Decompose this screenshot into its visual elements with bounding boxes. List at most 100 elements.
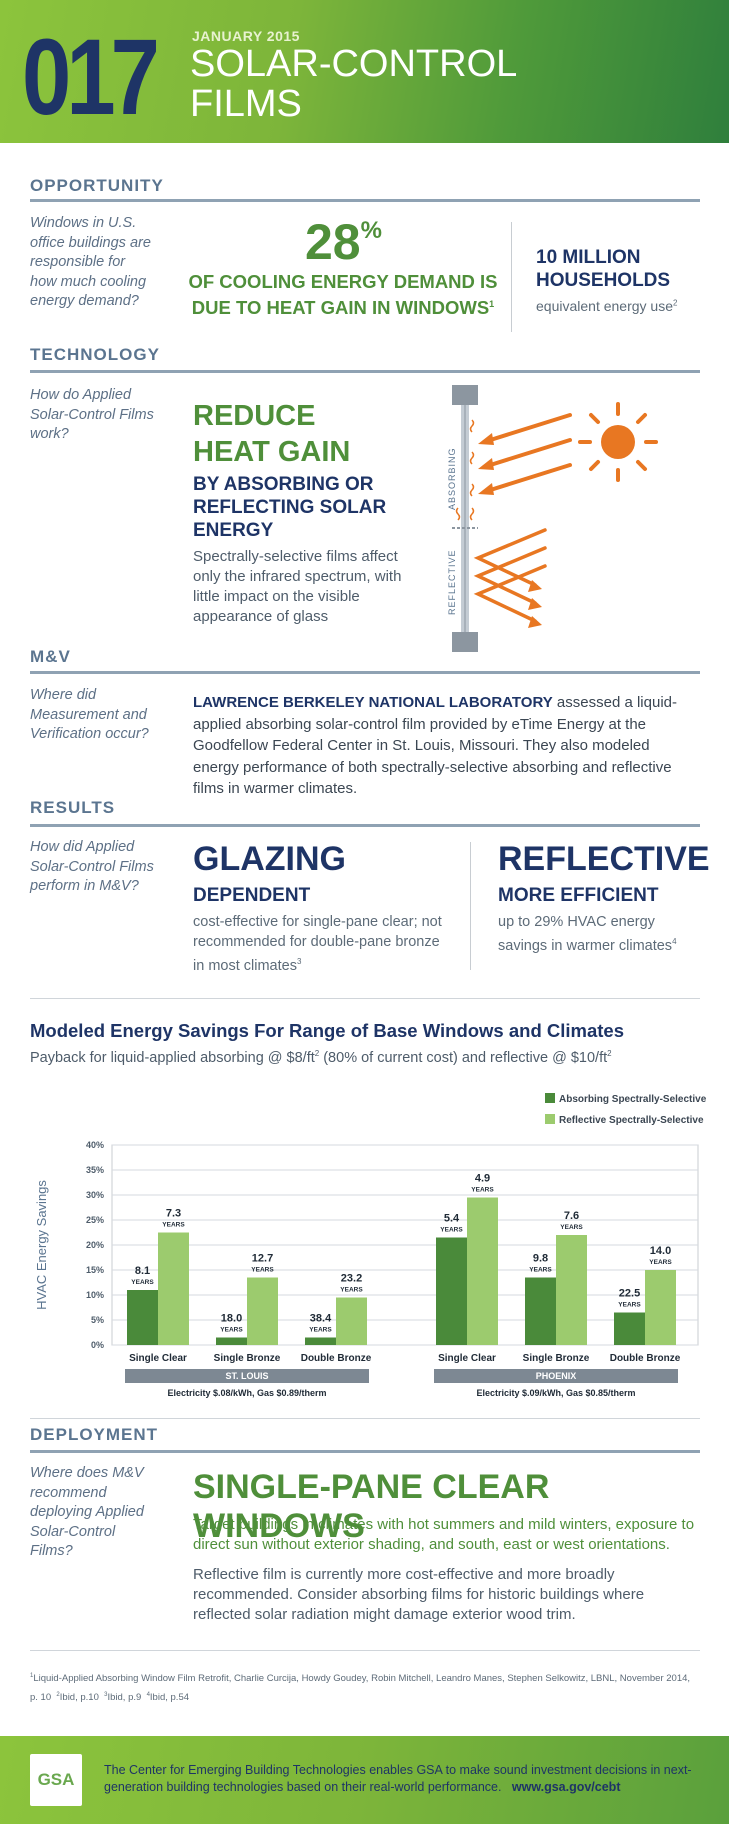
- x-tick-label: Double Bronze: [301, 1353, 372, 1364]
- glazing-heading: GLAZING: [193, 840, 346, 878]
- reflective-label: REFLECTIVE: [447, 549, 457, 615]
- footer-text: The Center for Emerging Building Technol…: [104, 1763, 692, 1794]
- data-label-absorbing: 22.5: [619, 1288, 640, 1300]
- film-diagram: ABSORBING REFLECTIVE: [447, 385, 658, 652]
- data-label-years: YEARS: [649, 1259, 672, 1266]
- x-tick-label: Single Bronze: [523, 1353, 590, 1364]
- footnotes: 1Liquid-Applied Absorbing Window Film Re…: [30, 1673, 691, 1704]
- absorbing-label: ABSORBING: [447, 447, 457, 510]
- section-title-results: RESULTS: [30, 798, 116, 817]
- data-label-years: YEARS: [162, 1222, 185, 1229]
- heat-squiggles: [455, 419, 475, 521]
- deployment-green-text: Target buildings in climates with hot su…: [193, 1516, 695, 1553]
- section-rule: [30, 370, 700, 373]
- cooling-percent: 28%: [305, 214, 382, 270]
- bar-absorbing: [525, 1277, 556, 1345]
- technology-desc: Spectrally-selective films affect only t…: [193, 548, 402, 625]
- bar-reflective: [467, 1197, 498, 1345]
- deployment-heading: SINGLE-PANE CLEAR WINDOWS: [193, 1468, 550, 1545]
- y-tick-label: 25%: [86, 1215, 104, 1225]
- group-note: Electricity $.09/kWh, Gas $0.85/therm: [476, 1388, 635, 1398]
- group-label: ST. LOUIS: [225, 1371, 268, 1381]
- issue-date: JANUARY 2015: [192, 28, 300, 44]
- data-label-reflective: 14.0: [650, 1245, 671, 1257]
- bar-reflective: [336, 1297, 367, 1345]
- reflective-arrows: [473, 528, 547, 623]
- data-label-absorbing: 5.4: [444, 1213, 460, 1225]
- glazing-sub: DEPENDENT: [193, 885, 311, 906]
- y-tick-label: 40%: [86, 1140, 104, 1150]
- bar-absorbing: [436, 1237, 467, 1345]
- section-rule: [30, 671, 700, 674]
- data-label-years: YEARS: [340, 1287, 363, 1294]
- opportunity-question: Windows in U.S. office buildings are res…: [30, 215, 151, 309]
- bar-reflective: [556, 1235, 587, 1345]
- group-label-bar: [434, 1369, 678, 1383]
- header-banner: 017 JANUARY 2015 SOLAR-CONTROL FILMS: [0, 0, 729, 143]
- section-rule: [30, 1450, 700, 1453]
- y-tick-label: 15%: [86, 1265, 104, 1275]
- window-frame-bottom: [452, 632, 478, 652]
- y-axis-label: HVAC Energy Savings: [34, 1180, 49, 1310]
- gsa-link[interactable]: www.gsa.gov/cebt: [511, 1780, 621, 1794]
- y-tick-label: 20%: [86, 1240, 104, 1250]
- chart-title: Modeled Energy Savings For Range of Base…: [30, 1020, 625, 1041]
- data-label-reflective: 7.6: [564, 1210, 579, 1222]
- data-label-absorbing: 18.0: [221, 1313, 242, 1325]
- divider: [30, 998, 700, 999]
- y-tick-label: 5%: [91, 1315, 104, 1325]
- group-label: PHOENIX: [536, 1371, 577, 1381]
- data-label-years: YEARS: [220, 1327, 243, 1334]
- bar-reflective: [247, 1277, 278, 1345]
- page-title: SOLAR-CONTROL FILMS: [190, 43, 518, 125]
- gsa-logo: GSA: [30, 1754, 82, 1806]
- x-tick-label: Single Clear: [438, 1353, 496, 1364]
- data-label-years: YEARS: [251, 1267, 274, 1274]
- data-label-reflective: 4.9: [475, 1173, 490, 1185]
- mv-text: LAWRENCE BERKELEY NATIONAL LABORATORY as…: [193, 694, 677, 797]
- window-frame-top: [452, 385, 478, 405]
- reflective-sub: MORE EFFICIENT: [498, 885, 659, 906]
- section-title-deployment: DEPLOYMENT: [30, 1425, 159, 1444]
- issue-number: 017: [22, 16, 160, 137]
- section-title-opportunity: OPPORTUNITY: [30, 176, 164, 195]
- divider: [470, 842, 471, 970]
- bar-absorbing: [305, 1337, 336, 1345]
- y-tick-label: 35%: [86, 1165, 104, 1175]
- x-tick-label: Single Bronze: [214, 1353, 281, 1364]
- bar-reflective: [645, 1270, 676, 1345]
- x-tick-label: Double Bronze: [610, 1353, 681, 1364]
- bar-absorbing: [614, 1312, 645, 1345]
- legend-reflective: Reflective Spectrally-Selective: [545, 1114, 704, 1126]
- bar-absorbing: [127, 1290, 158, 1345]
- reflective-heading: REFLECTIVE: [498, 840, 710, 878]
- deployment-text: Reflective film is currently more cost-e…: [193, 1566, 645, 1623]
- group-note: Electricity $.08/kWh, Gas $0.89/therm: [167, 1388, 326, 1398]
- cooling-text: OF COOLING ENERGY DEMAND IS DUE TO HEAT …: [188, 271, 498, 319]
- absorb-reflect-heading: BY ABSORBING OR REFLECTING SOLAR ENERGY: [193, 474, 387, 541]
- sun-icon: [578, 402, 658, 482]
- bar-reflective: [158, 1232, 189, 1345]
- y-tick-label: 30%: [86, 1190, 104, 1200]
- data-label-years: YEARS: [440, 1227, 463, 1234]
- legend-absorbing: Absorbing Spectrally-Selective: [545, 1093, 706, 1105]
- section-rule: [30, 199, 700, 202]
- x-tick-label: Single Clear: [129, 1353, 187, 1364]
- data-label-reflective: 7.3: [166, 1208, 181, 1220]
- data-label-years: YEARS: [131, 1279, 154, 1286]
- divider: [511, 222, 512, 332]
- households-sub: equivalent energy use2: [536, 298, 678, 314]
- section-rule: [30, 824, 700, 827]
- y-tick-label: 0%: [91, 1340, 104, 1350]
- group-label-bar: [125, 1369, 369, 1383]
- data-label-years: YEARS: [618, 1302, 641, 1309]
- section-title-mv: M&V: [30, 647, 71, 666]
- technology-question: How do Applied Solar-Control Films work?: [30, 387, 154, 442]
- data-label-years: YEARS: [471, 1187, 494, 1194]
- chart-subtitle: Payback for liquid-applied absorbing @ $…: [30, 1049, 612, 1066]
- glazing-desc: cost-effective for single-pane clear; no…: [193, 914, 442, 974]
- y-tick-label: 10%: [86, 1290, 104, 1300]
- divider: [30, 1650, 700, 1651]
- absorbing-arrows: [482, 413, 572, 494]
- section-title-technology: TECHNOLOGY: [30, 345, 160, 364]
